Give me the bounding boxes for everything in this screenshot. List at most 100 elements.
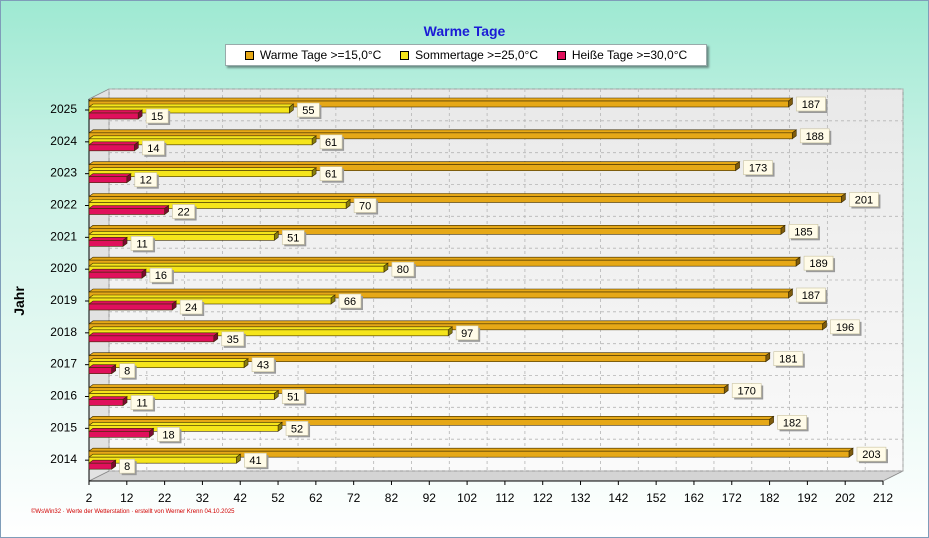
legend-item-summer: Sommertage >=25,0°C xyxy=(400,48,538,62)
data-label-box xyxy=(319,166,343,181)
bar-top xyxy=(88,294,336,299)
data-label: 66 xyxy=(344,296,356,308)
legend-swatch-warm xyxy=(244,50,254,60)
bar xyxy=(88,297,332,305)
data-label: 182 xyxy=(783,417,801,429)
data-label: 201 xyxy=(855,195,873,207)
data-label-box xyxy=(338,293,362,309)
bar-top xyxy=(88,135,317,140)
x-tick-label: 62 xyxy=(309,491,323,505)
x-tick-label: 152 xyxy=(646,491,666,505)
bar-top xyxy=(88,167,317,171)
bar xyxy=(88,361,245,368)
data-label-box xyxy=(803,255,834,271)
bar xyxy=(88,106,290,114)
y-tick-label: 2025 xyxy=(50,102,77,116)
data-label-box xyxy=(244,452,267,468)
bar xyxy=(88,329,449,337)
bar xyxy=(88,132,793,140)
bar xyxy=(88,170,313,177)
data-label-box xyxy=(221,331,245,347)
bar-top xyxy=(88,173,132,177)
bar-top xyxy=(88,268,147,273)
bar xyxy=(88,456,237,464)
bar-top xyxy=(88,288,794,293)
bar xyxy=(88,462,112,470)
data-label-box xyxy=(281,389,305,404)
bar xyxy=(88,176,128,183)
x-tick-label: 112 xyxy=(495,491,514,505)
bar-top xyxy=(88,237,128,241)
bar xyxy=(88,259,797,267)
x-tick-label: 2 xyxy=(86,491,93,505)
data-label-box xyxy=(731,383,762,398)
bar xyxy=(88,208,165,215)
data-label-box xyxy=(391,261,415,277)
y-tick-label: 2016 xyxy=(50,389,77,403)
bar-top xyxy=(88,396,128,400)
legend-swatch-summer xyxy=(400,50,410,60)
bar-top xyxy=(88,109,144,114)
bar xyxy=(88,138,313,146)
bar-top xyxy=(88,256,801,261)
legend-item-hot: Heiße Tage >=30,0°C xyxy=(556,48,688,62)
data-label: 18 xyxy=(162,429,174,441)
bar-top xyxy=(88,262,389,267)
bar xyxy=(88,431,150,438)
bar-top xyxy=(88,459,117,464)
bar xyxy=(88,323,823,331)
chart-title: Warme Tage xyxy=(423,23,506,39)
x-tick-label: 192 xyxy=(797,491,817,505)
floor xyxy=(88,470,904,482)
data-label: 52 xyxy=(291,423,303,435)
data-label-box xyxy=(285,421,309,436)
bar-top xyxy=(88,422,283,426)
data-label-box xyxy=(455,325,479,341)
data-label-box xyxy=(796,96,826,112)
bar-top xyxy=(88,447,854,452)
data-label-box xyxy=(799,128,830,144)
bar-top xyxy=(88,300,178,305)
legend: Warme Tage >=15,0°C Sommertage >=25,0°C … xyxy=(225,44,707,66)
x-tick-label: 92 xyxy=(423,491,437,505)
data-label: 55 xyxy=(302,105,314,117)
bar-top xyxy=(88,416,775,420)
x-tick-label: 32 xyxy=(196,491,210,505)
bar-top xyxy=(88,326,454,331)
data-label: 61 xyxy=(325,137,337,149)
y-tick-label: 2014 xyxy=(50,452,77,466)
bar-top xyxy=(88,103,295,108)
data-label: 61 xyxy=(325,169,337,181)
data-label: 185 xyxy=(794,226,812,238)
y-tick-label: 2023 xyxy=(50,166,77,180)
bar-top xyxy=(88,332,219,337)
legend-label-hot: Heiße Tage >=30,0°C xyxy=(571,48,688,62)
data-label: 51 xyxy=(287,392,299,404)
bar-top xyxy=(88,141,140,146)
x-tick-label: 102 xyxy=(457,491,477,505)
bar xyxy=(88,367,112,374)
bar-top xyxy=(88,358,249,362)
data-label: 8 xyxy=(124,461,130,473)
y-tick-label: 2019 xyxy=(50,293,77,307)
data-label: 12 xyxy=(140,175,152,187)
x-tick-label: 132 xyxy=(571,491,591,505)
bar xyxy=(88,196,842,203)
data-label: 43 xyxy=(257,360,269,372)
bar-top xyxy=(88,205,170,209)
bar-top xyxy=(88,428,155,432)
y-tick-label: 2015 xyxy=(50,420,77,434)
bar xyxy=(88,425,279,432)
data-label: 22 xyxy=(177,207,189,219)
bar-top xyxy=(88,225,786,229)
data-label-box xyxy=(145,108,169,124)
bar-top xyxy=(88,199,352,203)
data-label: 8 xyxy=(124,366,130,378)
y-tick-label: 2024 xyxy=(50,134,77,148)
bar-top xyxy=(88,161,741,165)
bar-top xyxy=(88,390,280,394)
x-tick-label: 12 xyxy=(120,491,134,505)
legend-item-warm: Warme Tage >=15,0°C xyxy=(244,48,381,62)
data-label-box xyxy=(796,287,826,303)
